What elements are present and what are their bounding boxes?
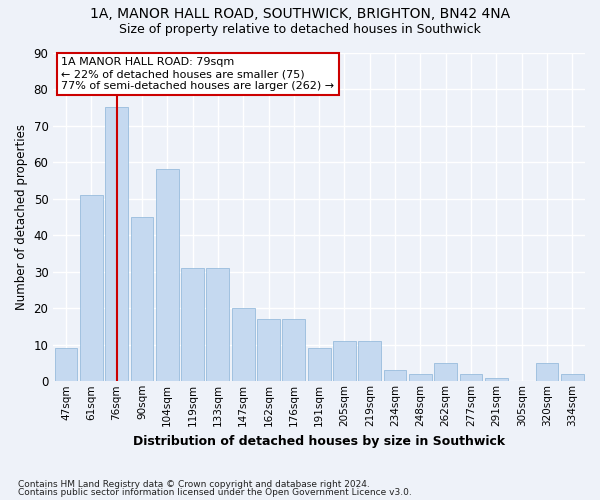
Y-axis label: Number of detached properties: Number of detached properties [15, 124, 28, 310]
Bar [460, 374, 482, 382]
Bar [384, 370, 406, 382]
Bar [181, 268, 204, 382]
Bar [485, 378, 508, 382]
Bar [536, 363, 559, 382]
Bar [131, 217, 154, 382]
Text: Size of property relative to detached houses in Southwick: Size of property relative to detached ho… [119, 22, 481, 36]
Bar [283, 319, 305, 382]
Bar [156, 170, 179, 382]
Bar [561, 374, 584, 382]
Bar [105, 108, 128, 382]
X-axis label: Distribution of detached houses by size in Southwick: Distribution of detached houses by size … [133, 434, 505, 448]
Text: 1A MANOR HALL ROAD: 79sqm
← 22% of detached houses are smaller (75)
77% of semi-: 1A MANOR HALL ROAD: 79sqm ← 22% of detac… [61, 58, 334, 90]
Text: Contains HM Land Registry data © Crown copyright and database right 2024.: Contains HM Land Registry data © Crown c… [18, 480, 370, 489]
Bar [232, 308, 254, 382]
Bar [434, 363, 457, 382]
Text: Contains public sector information licensed under the Open Government Licence v3: Contains public sector information licen… [18, 488, 412, 497]
Bar [409, 374, 432, 382]
Bar [55, 348, 77, 382]
Text: 1A, MANOR HALL ROAD, SOUTHWICK, BRIGHTON, BN42 4NA: 1A, MANOR HALL ROAD, SOUTHWICK, BRIGHTON… [90, 8, 510, 22]
Bar [80, 195, 103, 382]
Bar [333, 341, 356, 382]
Bar [308, 348, 331, 382]
Bar [206, 268, 229, 382]
Bar [358, 341, 381, 382]
Bar [257, 319, 280, 382]
